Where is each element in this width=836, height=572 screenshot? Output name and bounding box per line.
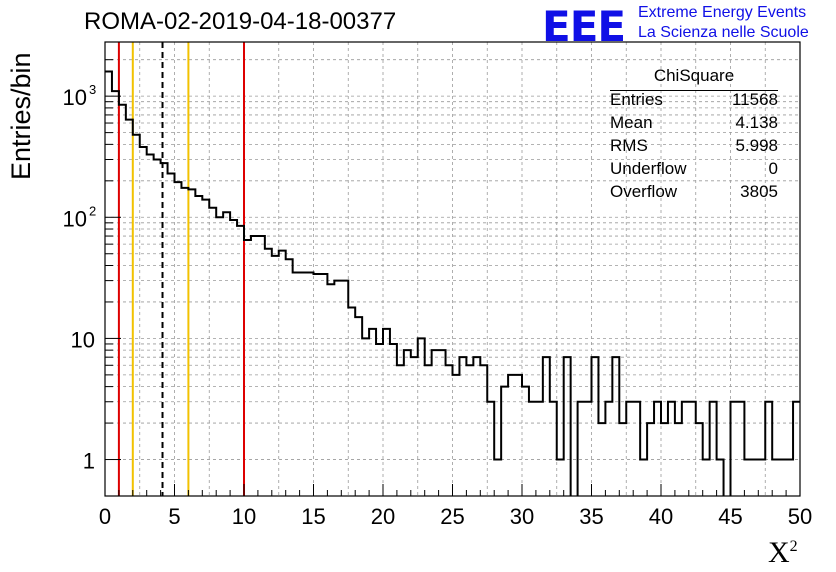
stats-row: Mean 4.138: [610, 111, 778, 134]
stats-value: 0: [768, 159, 778, 178]
marker-lines: [117, 42, 245, 496]
stats-value: 3805: [740, 182, 778, 201]
x-tick-label: 20: [371, 504, 395, 529]
histogram-outline: [105, 70, 800, 496]
logo-line-2: La Scienza nelle Scuole: [638, 24, 809, 41]
y-tick-label: 1: [83, 449, 95, 474]
stats-row: Overflow 3805: [610, 180, 778, 203]
stats-label: RMS: [610, 136, 648, 155]
stats-row: Entries 11568: [610, 88, 778, 111]
stats-label: Entries: [610, 90, 663, 109]
y-tick-label: 10: [63, 85, 87, 110]
y-tick-label: 10: [63, 206, 87, 231]
logo-line-1: Extreme Energy Events: [638, 4, 807, 21]
x-tick-label: 10: [232, 504, 256, 529]
stats-label: Overflow: [610, 182, 678, 201]
x-axis-label-base: X: [768, 536, 790, 569]
x-tick-label: 25: [440, 504, 464, 529]
y-tick-label-exponent: 3: [89, 82, 96, 97]
x-tick-label: 5: [168, 504, 180, 529]
chart-title: ROMA-02-2019-04-18-00377: [84, 8, 397, 35]
stats-title-underline: [610, 90, 778, 91]
x-axis-label: X2: [768, 536, 798, 570]
eee-logo: EEE: [542, 2, 626, 51]
x-tick-label: 45: [718, 504, 742, 529]
stats-value: 4.138: [735, 113, 778, 132]
stats-label: Mean: [610, 113, 653, 132]
stats-label: Underflow: [610, 159, 687, 178]
x-tick-label: 0: [99, 504, 111, 529]
stats-row: Underflow 0: [610, 157, 778, 180]
y-axis-label: Entries/bin: [6, 52, 36, 180]
stats-row: RMS 5.998: [610, 134, 778, 157]
y-tick-label-exponent: 2: [89, 203, 96, 218]
x-tick-label: 30: [510, 504, 534, 529]
x-tick-label: 15: [301, 504, 325, 529]
stats-title: ChiSquare: [653, 66, 735, 85]
axis-ticks: [104, 59, 801, 496]
stats-value: 11568: [731, 90, 778, 109]
stats-box: ChiSquare Entries 11568 Mean 4.138 RMS 5.99…: [610, 66, 778, 203]
x-tick-label: 35: [579, 504, 603, 529]
x-axis-label-exponent: 2: [789, 538, 798, 555]
stats-value: 5.998: [735, 136, 778, 155]
y-tick-label: 10: [71, 327, 95, 352]
x-tick-label: 40: [649, 504, 673, 529]
x-tick-label: 50: [788, 504, 812, 529]
